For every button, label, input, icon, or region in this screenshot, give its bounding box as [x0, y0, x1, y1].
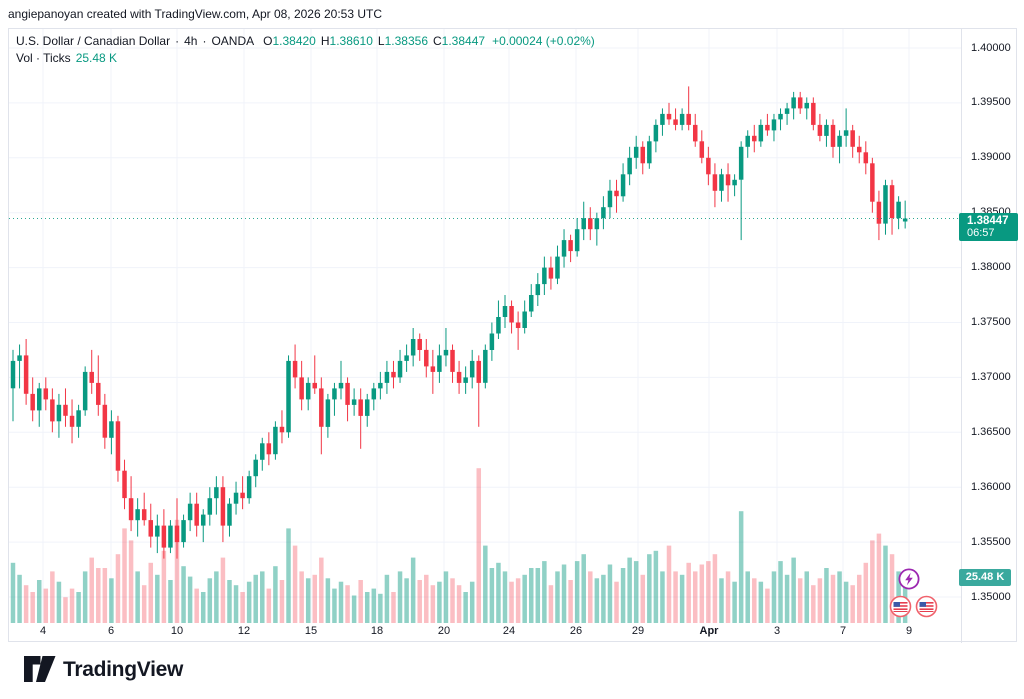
chart-widget[interactable]: U.S. Dollar / Canadian Dollar · 4h · OAN…	[8, 28, 1018, 643]
price-tick-label: 1.37000	[971, 370, 1011, 383]
price-tick-label: 1.39000	[971, 151, 1011, 164]
time-tick-label: 15	[304, 625, 318, 637]
time-tick-label: 26	[569, 625, 583, 637]
time-tick-label: 6	[107, 625, 115, 637]
attribution-text: angiepanoyan created with TradingView.co…	[8, 7, 383, 21]
time-tick-label: 4	[39, 625, 47, 637]
time-tick-label: Apr	[699, 625, 719, 637]
time-tick-label: 3	[773, 625, 781, 637]
tradingview-logo-text: TradingView	[63, 657, 184, 681]
us-flag-event-icon[interactable]	[915, 595, 938, 623]
footer-brand[interactable]: TradingView	[24, 656, 183, 683]
time-tick-label: 24	[502, 625, 516, 637]
close-label: C1.38447	[433, 34, 486, 48]
economic-event-lightning-icon[interactable]	[898, 568, 920, 595]
price-tick-label: 1.35500	[971, 535, 1011, 548]
time-tick-label: 12	[237, 625, 251, 637]
open-value: 1.38420	[272, 34, 316, 48]
price-tick-label: 1.36000	[971, 480, 1011, 493]
legend-separator: ·	[202, 34, 207, 48]
tradingview-logo-icon	[24, 656, 56, 682]
time-tick-label: 9	[905, 625, 913, 637]
low-label: L1.38356	[377, 34, 428, 48]
price-tick-label: 1.40000	[971, 41, 1011, 54]
open-label: O1.38420	[263, 34, 316, 48]
time-tick-label: 18	[370, 625, 384, 637]
close-value: 1.38447	[441, 34, 486, 48]
volume-value-badge: 25.48 K	[959, 569, 1011, 586]
high-value: 1.38610	[329, 34, 373, 48]
us-flag-event-icon[interactable]	[889, 595, 912, 623]
price-axis-separator	[961, 29, 962, 643]
change-value: +0.00024 (+0.02%)	[492, 34, 595, 48]
legend-separator: ·	[175, 34, 180, 48]
high-label: H1.38610	[320, 34, 373, 48]
legend-volume-row: Vol · Ticks 25.48 K	[16, 50, 595, 67]
volume-study-label[interactable]: Vol · Ticks	[16, 51, 71, 65]
time-tick-label: 29	[631, 625, 645, 637]
price-tick-label: 1.35000	[971, 590, 1011, 603]
low-value: 1.38356	[384, 34, 428, 48]
price-tick-label: 1.37500	[971, 316, 1011, 328]
last-price-value: 1.38447	[967, 214, 1009, 227]
price-tick-label: 1.36500	[971, 425, 1011, 438]
last-price-badge: 1.38447 06:57	[959, 212, 1018, 241]
volume-study-value: 25.48 K	[75, 51, 118, 65]
chart-legend[interactable]: U.S. Dollar / Canadian Dollar · 4h · OAN…	[16, 33, 595, 67]
time-tick-label: 20	[437, 625, 451, 637]
time-tick-label: 7	[839, 625, 847, 637]
time-tick-label: 10	[170, 625, 184, 637]
candlestick-chart[interactable]	[9, 29, 1018, 643]
bar-countdown: 06:57	[967, 226, 995, 239]
exchange-label[interactable]: OANDA	[211, 34, 255, 48]
interval-label[interactable]: 4h	[184, 34, 198, 48]
price-tick-label: 1.39500	[971, 96, 1011, 109]
symbol-title[interactable]: U.S. Dollar / Canadian Dollar	[16, 34, 171, 48]
legend-symbol-row: U.S. Dollar / Canadian Dollar · 4h · OAN…	[16, 33, 595, 50]
price-tick-label: 1.38000	[971, 261, 1011, 274]
